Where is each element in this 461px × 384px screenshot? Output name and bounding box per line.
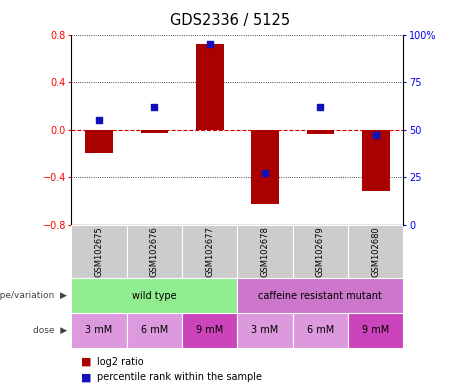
Text: caffeine resistant mutant: caffeine resistant mutant <box>259 291 382 301</box>
Bar <box>141 130 168 133</box>
Text: dose  ▶: dose ▶ <box>33 326 67 335</box>
Bar <box>307 130 334 134</box>
Point <box>206 41 213 47</box>
Bar <box>293 313 348 348</box>
Text: GSM102677: GSM102677 <box>205 226 214 277</box>
Bar <box>362 130 390 191</box>
Text: GDS2336 / 5125: GDS2336 / 5125 <box>171 13 290 28</box>
Bar <box>237 278 403 313</box>
Bar <box>237 313 293 348</box>
Bar <box>348 313 403 348</box>
Bar <box>182 225 237 278</box>
Bar <box>293 225 348 278</box>
Text: log2 ratio: log2 ratio <box>97 357 143 367</box>
Text: GSM102675: GSM102675 <box>95 226 104 277</box>
Text: GSM102679: GSM102679 <box>316 226 325 277</box>
Bar <box>71 313 127 348</box>
Text: 3 mM: 3 mM <box>85 325 113 335</box>
Bar <box>251 130 279 204</box>
Bar <box>182 313 237 348</box>
Text: ■: ■ <box>81 372 91 382</box>
Bar <box>196 44 224 130</box>
Text: 9 mM: 9 mM <box>196 325 224 335</box>
Bar <box>127 313 182 348</box>
Point <box>95 117 103 123</box>
Text: GSM102678: GSM102678 <box>260 226 270 277</box>
Bar <box>71 278 237 313</box>
Bar <box>71 225 127 278</box>
Point <box>261 170 269 176</box>
Text: GSM102676: GSM102676 <box>150 226 159 277</box>
Text: genotype/variation  ▶: genotype/variation ▶ <box>0 291 67 300</box>
Point <box>151 104 158 110</box>
Text: 6 mM: 6 mM <box>141 325 168 335</box>
Text: 9 mM: 9 mM <box>362 325 390 335</box>
Text: GSM102680: GSM102680 <box>371 226 380 277</box>
Bar <box>348 225 403 278</box>
Bar <box>85 130 113 153</box>
Text: 3 mM: 3 mM <box>251 325 279 335</box>
Text: ■: ■ <box>81 357 91 367</box>
Text: 6 mM: 6 mM <box>307 325 334 335</box>
Text: percentile rank within the sample: percentile rank within the sample <box>97 372 262 382</box>
Bar <box>127 225 182 278</box>
Text: wild type: wild type <box>132 291 177 301</box>
Point <box>317 104 324 110</box>
Bar <box>237 225 293 278</box>
Point <box>372 132 379 138</box>
